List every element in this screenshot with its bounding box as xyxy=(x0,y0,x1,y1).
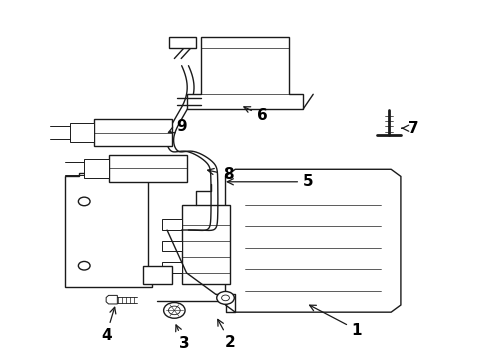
Polygon shape xyxy=(65,173,152,287)
Polygon shape xyxy=(162,241,182,251)
Circle shape xyxy=(164,302,185,318)
Polygon shape xyxy=(170,37,196,48)
Text: 7: 7 xyxy=(402,121,418,136)
Polygon shape xyxy=(70,123,94,143)
Text: 6: 6 xyxy=(244,107,268,123)
Polygon shape xyxy=(106,296,117,304)
Polygon shape xyxy=(182,205,230,284)
Polygon shape xyxy=(162,219,182,230)
Polygon shape xyxy=(225,169,401,312)
Polygon shape xyxy=(143,266,172,284)
Polygon shape xyxy=(187,37,303,109)
Text: 4: 4 xyxy=(101,307,116,343)
Polygon shape xyxy=(162,262,182,273)
Text: 2: 2 xyxy=(218,319,236,350)
Text: 5: 5 xyxy=(227,174,314,189)
Text: 8: 8 xyxy=(208,167,233,182)
Circle shape xyxy=(217,292,234,304)
Polygon shape xyxy=(94,119,172,146)
Circle shape xyxy=(221,295,229,301)
Text: 1: 1 xyxy=(310,305,362,338)
Circle shape xyxy=(169,306,180,315)
Text: 3: 3 xyxy=(176,325,190,351)
Circle shape xyxy=(78,261,90,270)
Circle shape xyxy=(78,197,90,206)
Text: 9: 9 xyxy=(169,119,187,134)
Polygon shape xyxy=(84,158,109,178)
Polygon shape xyxy=(109,155,187,182)
